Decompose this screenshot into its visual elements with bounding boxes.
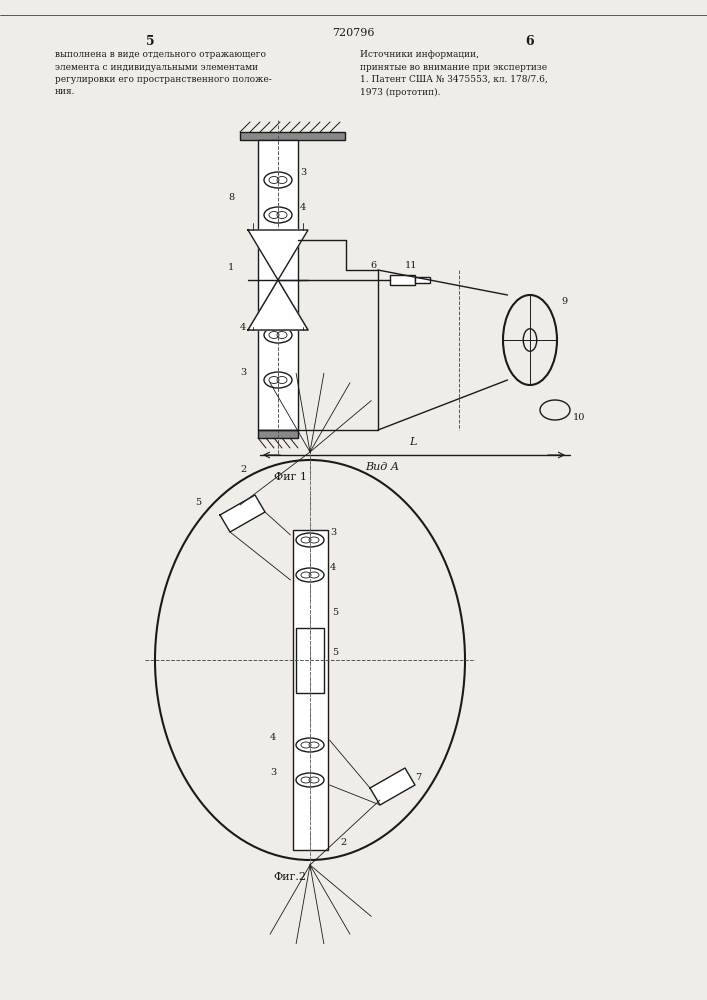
Text: 3: 3 bbox=[240, 368, 246, 377]
Text: 4: 4 bbox=[330, 563, 337, 572]
Bar bbox=[258, 430, 298, 438]
Text: 6: 6 bbox=[526, 35, 534, 48]
Text: 5: 5 bbox=[332, 648, 338, 657]
Bar bbox=[293, 530, 327, 850]
Bar bbox=[258, 140, 298, 430]
Text: 11: 11 bbox=[405, 261, 418, 270]
Text: 1: 1 bbox=[228, 263, 234, 272]
Text: 5: 5 bbox=[195, 498, 201, 507]
Polygon shape bbox=[370, 768, 415, 805]
Bar bbox=[296, 628, 324, 692]
Text: 5: 5 bbox=[146, 35, 154, 48]
Text: 2: 2 bbox=[340, 838, 346, 847]
Text: L: L bbox=[409, 437, 416, 447]
Text: 3: 3 bbox=[270, 768, 276, 777]
Text: 7: 7 bbox=[415, 773, 421, 782]
Text: 9: 9 bbox=[561, 297, 568, 306]
Bar bbox=[240, 132, 345, 140]
Bar bbox=[390, 275, 415, 285]
Text: 10: 10 bbox=[573, 413, 585, 422]
Text: выполнена в виде отдельного отражающего
элемента с индивидуальными элементами
ре: выполнена в виде отдельного отражающего … bbox=[55, 50, 271, 97]
Text: Фиг.2: Фиг.2 bbox=[274, 872, 307, 882]
Polygon shape bbox=[220, 495, 265, 532]
Text: 5: 5 bbox=[332, 608, 338, 617]
Text: Вид А: Вид А bbox=[365, 462, 399, 472]
Text: 3: 3 bbox=[330, 528, 337, 537]
Text: 4: 4 bbox=[240, 323, 246, 332]
Text: Источники информации,
принятые во внимание при экспертизе
1. Патент США № 347555: Источники информации, принятые во вниман… bbox=[360, 50, 548, 97]
Text: 720796: 720796 bbox=[332, 28, 374, 38]
Text: 4: 4 bbox=[270, 733, 276, 742]
Bar bbox=[415, 277, 430, 283]
Text: Фиг 1: Фиг 1 bbox=[274, 472, 307, 482]
Text: 3: 3 bbox=[300, 168, 306, 177]
Polygon shape bbox=[248, 280, 308, 330]
Text: 4: 4 bbox=[300, 203, 306, 212]
Polygon shape bbox=[248, 230, 308, 280]
Text: 2: 2 bbox=[240, 465, 246, 474]
Text: 8: 8 bbox=[228, 193, 234, 202]
Text: 6: 6 bbox=[370, 261, 376, 270]
